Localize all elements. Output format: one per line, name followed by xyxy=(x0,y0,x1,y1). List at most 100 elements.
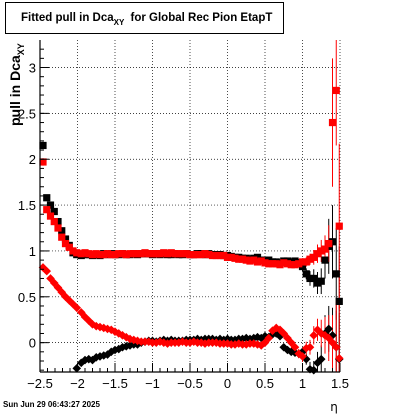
data-point-black-square xyxy=(46,201,55,209)
data-point-black-square xyxy=(50,207,58,216)
data-point-red-diamond xyxy=(316,329,326,338)
data-point-black-diamond xyxy=(84,354,94,364)
data-point-black-square xyxy=(61,235,70,243)
data-point-black-diamond xyxy=(290,348,300,358)
y-tick-label: 0.5 xyxy=(18,290,36,305)
data-point-red-square xyxy=(46,212,55,220)
data-point-red-square xyxy=(175,250,183,258)
grid xyxy=(39,40,341,372)
x-tick-label: −2.5 xyxy=(27,376,53,391)
data-point-red-diamond xyxy=(53,283,63,292)
data-point-red-diamond xyxy=(256,341,266,350)
y-tick-label: 2 xyxy=(29,152,36,167)
data-point-red-square xyxy=(92,250,100,258)
data-point-red-square xyxy=(115,250,123,258)
y-tick-label: 1.5 xyxy=(18,198,36,213)
data-point-red-diamond xyxy=(298,352,307,361)
data-point-black-square xyxy=(313,279,322,287)
data-point-red-diamond xyxy=(331,342,341,352)
data-point-black-diamond xyxy=(316,354,326,364)
data-point-black-square xyxy=(332,270,340,278)
data-point-black-diamond xyxy=(106,347,116,357)
data-point-red-square xyxy=(257,257,265,265)
data-point-black-diamond xyxy=(88,355,97,365)
data-point-red-square xyxy=(107,251,115,259)
data-point-red-diamond xyxy=(290,342,300,352)
x-tick-label: 1.5 xyxy=(331,376,349,391)
data-point-red-square xyxy=(141,249,149,257)
data-point-red-square xyxy=(160,249,168,257)
data-point-red-square xyxy=(39,158,47,166)
data-point-black-square xyxy=(265,256,273,264)
x-axis-label: η xyxy=(330,400,338,414)
data-point-red-square xyxy=(103,250,112,258)
data-point-black-diamond xyxy=(114,344,124,354)
data-point-black-diamond xyxy=(118,342,127,352)
data-point-red-square xyxy=(100,251,108,259)
data-point-red-square xyxy=(85,250,93,258)
data-point-black-square xyxy=(302,270,310,278)
x-tick-label: −0.5 xyxy=(177,376,203,391)
timestamp: Sun Jun 29 06:43:27 2025 xyxy=(3,400,100,409)
data-point-black-diamond xyxy=(324,324,334,334)
data-point-red-square xyxy=(223,253,232,261)
x-tick-label: 0 xyxy=(224,376,231,391)
data-point-red-diamond xyxy=(38,263,48,272)
y-tick-label: 0 xyxy=(29,336,36,351)
data-point-red-square xyxy=(250,256,258,264)
data-point-red-square xyxy=(242,256,250,264)
data-point-red-square xyxy=(152,250,160,258)
data-point-red-square xyxy=(133,250,142,258)
data-point-red-diamond xyxy=(189,337,199,347)
data-point-black-diamond xyxy=(241,333,251,343)
data-point-red-square xyxy=(268,260,277,268)
data-point-red-square xyxy=(61,240,70,248)
data-point-red-square xyxy=(310,253,318,261)
data-point-red-square xyxy=(227,253,235,261)
data-point-black-diamond xyxy=(313,358,322,368)
data-point-red-square xyxy=(73,249,81,257)
data-point-red-square xyxy=(163,250,172,258)
data-point-red-diamond xyxy=(118,331,127,340)
data-point-red-square xyxy=(58,233,66,241)
axes xyxy=(39,40,341,373)
data-point-red-square xyxy=(69,247,77,255)
data-point-red-diamond xyxy=(155,337,165,347)
data-point-red-diamond xyxy=(64,296,74,305)
data-point-red-square xyxy=(283,260,292,268)
data-point-red-square xyxy=(88,251,97,259)
data-point-red-diamond xyxy=(103,324,112,334)
data-point-red-diamond xyxy=(178,337,187,347)
x-tick-label: −2 xyxy=(70,376,85,391)
data-point-red-diamond xyxy=(49,278,59,288)
data-point-red-square xyxy=(235,255,243,263)
data-point-red-diamond xyxy=(279,329,289,338)
data-point-red-diamond xyxy=(42,266,52,276)
data-point-red-square xyxy=(287,261,295,269)
data-point-red-square xyxy=(298,258,307,266)
data-point-black-diamond xyxy=(80,355,90,365)
data-point-red-square xyxy=(122,251,130,259)
data-point-red-diamond xyxy=(320,331,330,340)
data-point-red-diamond xyxy=(88,320,97,329)
y-tick-label: 3 xyxy=(29,61,36,76)
data-point-red-square xyxy=(291,261,299,269)
data-point-red-square xyxy=(50,217,58,226)
data-point-red-square xyxy=(302,258,310,266)
y-tick-label: 2.5 xyxy=(18,106,36,121)
data-point-red-square xyxy=(220,251,228,260)
data-point-red-square xyxy=(182,250,190,258)
data-point-red-square xyxy=(54,224,62,232)
data-point-red-square xyxy=(137,250,145,258)
chart-title-box: Fitted pull in DcaXY for Global Rec Pion… xyxy=(5,2,284,34)
data-point-black-square xyxy=(58,227,66,235)
data-point-red-square xyxy=(328,118,337,127)
data-point-black-diamond xyxy=(95,352,105,361)
data-point-red-square xyxy=(126,250,134,258)
data-point-red-square xyxy=(130,250,138,258)
data-point-red-square xyxy=(280,259,288,267)
y-axis-label: pull in DcaXY xyxy=(7,43,26,126)
data-point-red-square xyxy=(208,251,217,260)
data-point-black-diamond xyxy=(275,331,285,341)
